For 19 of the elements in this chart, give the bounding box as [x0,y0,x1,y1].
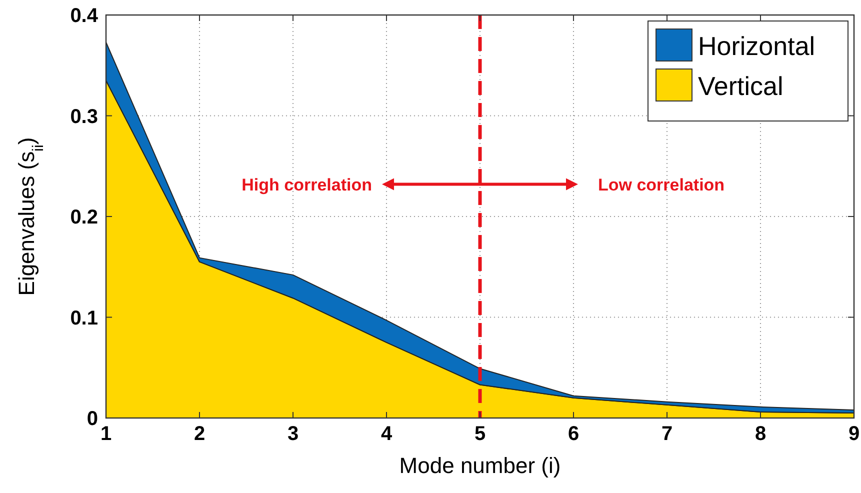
x-tick-label: 7 [661,423,673,445]
x-tick-label: 6 [568,423,580,445]
x-tick-label: 4 [380,423,393,445]
y-tick-label: 0 [86,408,98,430]
y-tick-label: 0.3 [70,106,98,128]
y-tick-label: 0.4 [70,5,99,27]
x-tick-label: 1 [100,423,112,445]
annotation: High correlation [242,175,372,194]
x-tick-label: 2 [194,423,206,445]
y-tick-label: 0.1 [70,307,98,330]
annotation: Low correlation [598,175,725,194]
legend-label: Vertical [698,71,784,101]
y-tick-label: 0.2 [70,206,98,228]
x-tick-label: 8 [754,423,766,445]
x-axis-title: Mode number (i) [399,453,561,478]
x-tick-label: 5 [474,423,486,445]
x-tick-label: 3 [287,423,299,445]
x-tick-label: 9 [848,423,860,445]
legend-label: Horizontal [698,31,816,61]
